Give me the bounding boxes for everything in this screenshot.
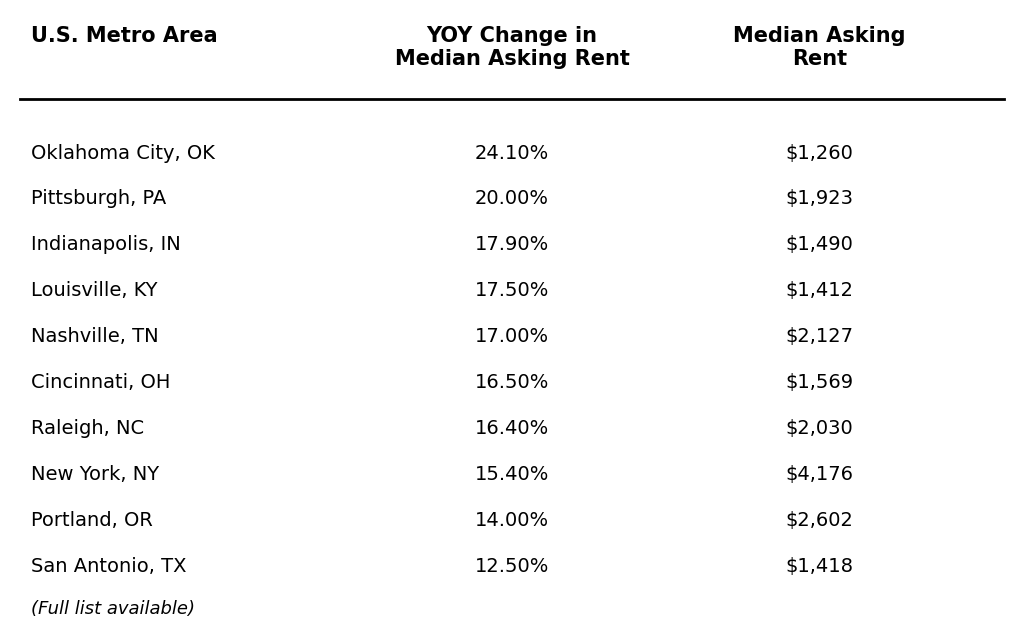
- Text: 12.50%: 12.50%: [475, 557, 549, 576]
- Text: $1,490: $1,490: [785, 235, 853, 255]
- Text: 16.50%: 16.50%: [475, 373, 549, 392]
- Text: Portland, OR: Portland, OR: [31, 511, 153, 530]
- Text: $1,412: $1,412: [785, 281, 853, 300]
- Text: Oklahoma City, OK: Oklahoma City, OK: [31, 144, 215, 163]
- Text: $2,602: $2,602: [785, 511, 853, 530]
- Text: $2,127: $2,127: [785, 327, 853, 346]
- Text: Median Asking
Rent: Median Asking Rent: [733, 26, 905, 69]
- Text: Raleigh, NC: Raleigh, NC: [31, 419, 143, 438]
- Text: San Antonio, TX: San Antonio, TX: [31, 557, 186, 576]
- Text: $1,418: $1,418: [785, 557, 853, 576]
- Text: 14.00%: 14.00%: [475, 511, 549, 530]
- Text: $4,176: $4,176: [785, 465, 853, 484]
- Text: Louisville, KY: Louisville, KY: [31, 281, 158, 300]
- Text: 16.40%: 16.40%: [475, 419, 549, 438]
- Text: $1,923: $1,923: [785, 189, 853, 209]
- Text: Pittsburgh, PA: Pittsburgh, PA: [31, 189, 166, 209]
- Text: (Full list available): (Full list available): [31, 600, 195, 618]
- Text: 20.00%: 20.00%: [475, 189, 549, 209]
- Text: $2,030: $2,030: [785, 419, 853, 438]
- Text: $1,569: $1,569: [785, 373, 853, 392]
- Text: 17.50%: 17.50%: [475, 281, 549, 300]
- Text: 24.10%: 24.10%: [475, 144, 549, 163]
- Text: Nashville, TN: Nashville, TN: [31, 327, 159, 346]
- Text: New York, NY: New York, NY: [31, 465, 159, 484]
- Text: 17.90%: 17.90%: [475, 235, 549, 255]
- Text: 17.00%: 17.00%: [475, 327, 549, 346]
- Text: YOY Change in
Median Asking Rent: YOY Change in Median Asking Rent: [394, 26, 630, 69]
- Text: U.S. Metro Area: U.S. Metro Area: [31, 26, 217, 45]
- Text: 15.40%: 15.40%: [475, 465, 549, 484]
- Text: Indianapolis, IN: Indianapolis, IN: [31, 235, 180, 255]
- Text: $1,260: $1,260: [785, 144, 853, 163]
- Text: Cincinnati, OH: Cincinnati, OH: [31, 373, 170, 392]
